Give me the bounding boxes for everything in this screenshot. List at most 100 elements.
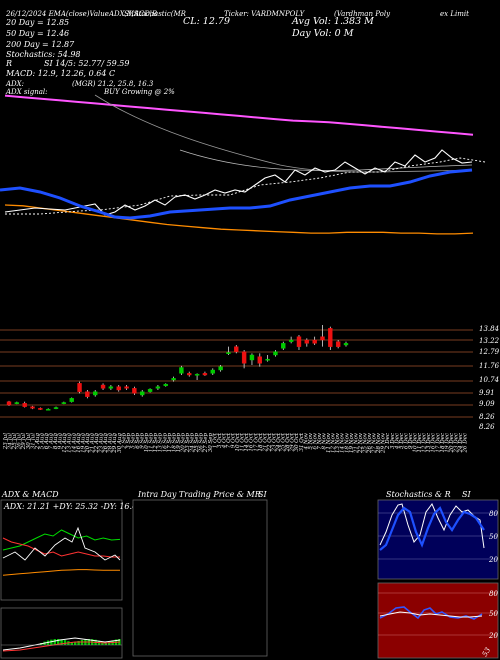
candle-body [312,339,317,344]
rsi-panel-frame [377,582,499,659]
date-label: 27 Sep [203,433,209,454]
candle-body [108,386,114,389]
date-label: 4 Nov [303,432,309,450]
candle-body [257,356,262,364]
candle-body [296,336,302,347]
date-label: 25 Jul [12,433,18,450]
candle-body [69,398,74,402]
rsi-panel-lines [378,592,498,636]
date-label: 13 Dec [426,433,432,453]
rsi-label: SI 14/5: 52.77/ 59.59 [44,59,129,68]
candle-body [132,388,137,394]
candle-body [116,386,121,391]
date-label: 26 Sep [199,433,205,454]
date-label: 7 Aug [49,433,55,450]
header-title-left: 26/12/2024 EMA(close)ValueADX,MACD,B [5,10,157,18]
date-label: 22 Aug [94,433,100,454]
date-label: 18 Nov [344,432,350,453]
macd-hist-bar [57,639,60,645]
candle-body [187,373,192,376]
date-label: 29 Aug [112,433,118,454]
trend-blue-line [0,168,473,220]
macd-hist-bar [74,642,77,645]
date-label: 4 Oct [221,432,227,449]
ema20-label: 20 Day = 12.85 [5,18,69,27]
stoch-tick-20: 20 [488,556,498,564]
stoch-panel-title2: SI [462,490,471,499]
date-label: 18 Sep [171,433,177,453]
price-axis-label: 9.09 [479,400,495,408]
date-label: 13 Aug [67,433,73,453]
adx-panel-values: ADX: 21.21 +DY: 25.32 -DY: 16.46 [3,502,142,511]
date-label: 21 Aug [89,433,95,454]
date-label: 17 Dec [435,433,441,453]
intraday-panel-frame [132,499,268,657]
candle-body [234,346,239,352]
header-title-right2: ex Limit [440,10,469,18]
price-axis-labels: 13.84 13.22 12.79 11.76 10.74 9.91 9.09 8.26 8.2… [479,325,500,431]
date-label: 23 Oct [271,432,277,452]
candle-body [328,328,333,347]
date-label: 22 Oct [267,432,273,452]
date-label: 6 Dec [403,433,409,449]
date-label: 10 Dec [413,433,419,453]
candle-body [147,388,153,392]
price-axis-label: 12.79 [479,348,500,356]
adx-values-label: (MGR) 21.2, 25.8, 16.3 [72,80,154,88]
date-label: 29 Jul [21,433,27,450]
candle-body [38,408,43,410]
date-label: 11 Nov [326,432,332,453]
date-label: 23 Dec [453,433,459,454]
candle-body [218,366,223,371]
macd-hist-bar [104,642,107,645]
stoch-panel-frame [377,499,499,580]
candle-body [6,401,12,406]
day-volume-label: Day Vol: 0 M [291,28,354,39]
date-label: 18 Dec [440,433,446,453]
macd-hist-bar [53,639,56,645]
date-label: 21 Nov [353,432,359,454]
rsi-label-r: R [5,59,12,68]
date-label: 21 Oct [262,432,268,452]
candle-body [202,373,208,376]
reference-curve [94,94,473,173]
macd-hist-bar [60,639,63,645]
reference-curve-2 [179,149,473,171]
macd-panel-lines [1,637,122,652]
date-label: 10 Sep [144,433,150,453]
date-label: 19 Nov [349,432,355,453]
date-label: 1 Oct [212,432,218,448]
stoch-tick-80: 80 [489,510,498,518]
stoch-panel-lines [378,503,498,560]
date-label: 31 Oct [299,432,305,451]
candle-body [30,406,35,409]
date-label: 28 Nov [376,432,382,454]
date-label: 27 Nov [372,432,378,454]
date-label: 12 Dec [422,433,428,453]
date-label: 5 Sep [130,433,136,449]
macd-hist-bar [80,639,84,645]
price-axis-label: 9.91 [479,389,495,397]
date-label: 2 Aug [35,433,41,451]
candle-body [281,343,286,349]
date-label: 7 Nov [317,432,323,449]
date-label: 25 Sep [194,433,200,454]
candle-body [61,402,67,404]
date-label: 7 Oct [226,432,232,448]
date-label: 20 Sep [180,433,186,454]
date-label: 12 Aug [62,433,68,453]
intraday-panel-title: Intra Day Trading Price & MR [137,490,261,499]
candle-body [124,386,129,389]
price-axis-label: 8.26 [479,413,495,421]
date-label: 23 Jul [3,433,9,450]
candle-body [140,391,145,396]
date-label: 24 Oct [276,432,282,452]
date-label: 25 Nov [362,432,368,454]
date-label: 26 Nov [367,432,373,454]
candle-body [210,369,215,374]
candle-body [14,402,20,404]
date-label: 28 Oct [285,432,291,452]
candle-body [171,378,176,381]
macd-hist-bar [50,639,53,645]
